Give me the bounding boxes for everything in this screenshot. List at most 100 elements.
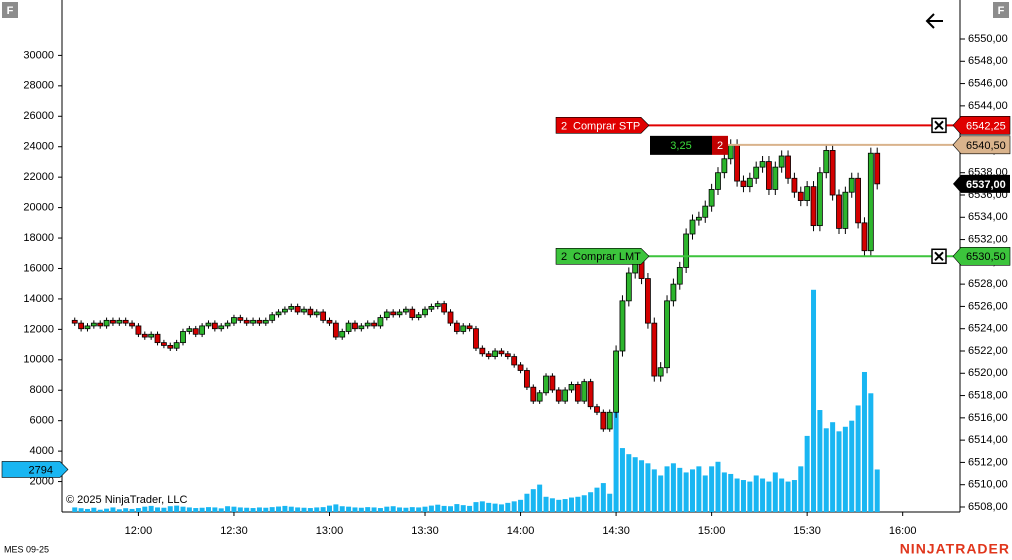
candle-body	[734, 144, 740, 182]
order-label-box[interactable]	[555, 117, 650, 134]
order-label-box[interactable]	[555, 247, 650, 265]
candle-body	[473, 328, 479, 349]
candle-body	[161, 342, 167, 346]
volume-bar	[441, 505, 447, 512]
y-tick-label: 6532,00	[968, 233, 1008, 245]
volume-bar	[492, 503, 498, 512]
volume-bar	[123, 508, 129, 512]
candle-body	[721, 158, 728, 174]
candle-body	[326, 319, 333, 324]
position-pnl-box[interactable]	[650, 135, 712, 155]
candle-body	[110, 319, 116, 324]
candle-body	[587, 381, 594, 408]
candle-body	[237, 317, 244, 321]
x-tick-label: 15:00	[698, 525, 726, 537]
order-price-tag	[952, 246, 1011, 266]
candle-body	[154, 333, 161, 344]
candle-body	[645, 278, 651, 324]
position-qty[interactable]: 2	[717, 140, 723, 152]
volume-bar	[256, 507, 262, 512]
candle-body	[250, 319, 256, 324]
candle-body	[791, 177, 798, 193]
candle-body	[619, 300, 626, 352]
candle-body	[676, 267, 683, 285]
candle-body	[842, 191, 849, 229]
candle-body	[358, 325, 365, 330]
volume-bar	[397, 507, 403, 512]
volume-bar	[658, 475, 664, 512]
order-label[interactable]: Comprar STP	[573, 120, 640, 132]
volume-bar	[276, 506, 282, 512]
candle-body	[594, 406, 600, 413]
volume-bar	[549, 498, 555, 512]
y-tick-label: 6524,00	[968, 323, 1008, 335]
volume-bar	[575, 496, 581, 512]
volume-bar	[798, 466, 804, 512]
candle-body	[180, 331, 186, 344]
order-qty[interactable]: 2	[561, 120, 567, 132]
volume-bar	[460, 505, 466, 512]
candle-body	[804, 186, 811, 201]
y2-tick-label: 12000	[23, 323, 54, 335]
candle-body	[396, 311, 403, 316]
candle-body	[167, 345, 174, 349]
candle-body	[867, 152, 874, 252]
order-qty[interactable]: 2	[561, 251, 567, 263]
f-button[interactable]	[2, 2, 18, 18]
candle-body	[403, 308, 409, 313]
candle-body	[409, 308, 416, 318]
candle-body	[288, 306, 295, 310]
candle-body	[606, 411, 613, 430]
y2-tick-label: 8000	[30, 384, 54, 396]
candle-body	[434, 303, 441, 307]
y2-tick-label: 28000	[23, 80, 54, 92]
position-qty-box[interactable]	[712, 135, 728, 155]
candle-body	[186, 328, 193, 332]
candle-body	[466, 325, 473, 330]
order-cancel-x[interactable]	[934, 251, 944, 261]
candle-body	[536, 392, 543, 402]
candle-body	[199, 325, 206, 335]
candle-body	[282, 308, 288, 313]
volume-bar	[543, 496, 549, 512]
order-price-tag-label: 6530,50	[966, 251, 1006, 263]
volume-bar	[747, 481, 753, 512]
volume-bar	[218, 508, 224, 512]
candle-body	[574, 384, 581, 402]
volume-bar	[530, 489, 536, 512]
volume-bar	[588, 492, 594, 512]
candle-body	[428, 306, 435, 310]
order-cancel-x[interactable]	[934, 120, 944, 131]
volume-bar	[868, 393, 874, 512]
candle-body	[836, 194, 842, 229]
candle-body	[275, 311, 282, 316]
volume-bar	[409, 507, 415, 512]
candle-body	[555, 389, 562, 402]
volume-bar	[791, 480, 797, 512]
f-button[interactable]	[993, 2, 1009, 18]
candle-body	[364, 322, 371, 327]
candle-body	[256, 319, 263, 324]
volume-bar	[690, 469, 696, 512]
position-pnl[interactable]: 3,25	[670, 140, 691, 152]
volume-bar	[250, 508, 256, 512]
f-button-label[interactable]: F	[998, 5, 1005, 17]
x-tick-label: 16:00	[889, 525, 917, 537]
candle-body	[71, 319, 78, 324]
candle-body	[816, 172, 823, 227]
x-tick-label: 12:00	[125, 525, 153, 537]
volume-bar	[244, 507, 250, 512]
f-button-label[interactable]: F	[7, 5, 14, 17]
volume-bar	[626, 454, 632, 512]
volume-bar	[486, 502, 492, 512]
volume-bar	[186, 507, 192, 512]
position-price-tag-label: 6540,50	[966, 140, 1006, 152]
order-label[interactable]: Comprar LMT	[573, 251, 641, 263]
volume-bar	[365, 507, 371, 512]
back-arrow[interactable]	[925, 13, 943, 29]
candle-body	[129, 322, 135, 327]
candle-body	[657, 367, 664, 377]
candle-body	[861, 222, 868, 252]
